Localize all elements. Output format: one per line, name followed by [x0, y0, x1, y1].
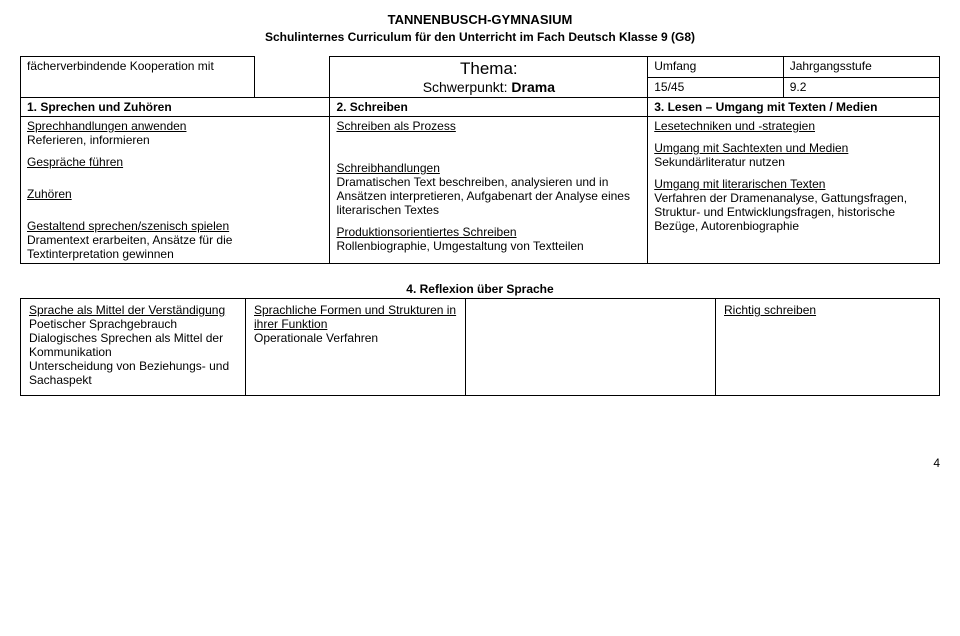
c3-g1-heading: Lesetechniken und -strategien: [654, 119, 933, 133]
document-header: TANNENBUSCH-GYMNASIUM Schulinternes Curr…: [20, 12, 940, 44]
c2-g1-heading: Schreiben als Prozess: [336, 119, 641, 133]
c3-g2-text: Sekundärliteratur nutzen: [654, 155, 933, 169]
cell-umfang-label: Umfang: [648, 57, 783, 78]
col-3-body: Lesetechniken und -strategien Umgang mit…: [648, 117, 940, 264]
reflexion-heading: 4. Reflexion über Sprache: [20, 282, 940, 296]
c1-g4-text: Dramentext erarbeiten, Ansätze für die T…: [27, 233, 323, 261]
c1-g1-text: Referieren, informieren: [27, 133, 323, 147]
section-2-title: 2. Schreiben: [336, 100, 407, 114]
c3-g3-text: Verfahren der Dramenanalyse, Gattungsfra…: [654, 191, 933, 233]
r-c1-c: Dialogisches Sprechen als Mittel der Kom…: [29, 331, 237, 359]
r-c1-heading: Sprache als Mittel der Verständigung: [29, 303, 237, 317]
c3-g2-heading: Umgang mit Sachtexten und Medien: [654, 141, 933, 155]
c1-g3-heading: Zuhören: [27, 187, 323, 201]
curriculum-table: fächerverbindende Kooperation mit Thema:…: [20, 56, 940, 264]
cell-section-2: 2. Schreiben: [330, 98, 648, 117]
c1-g4-heading: Gestaltend sprechen/szenisch spielen: [27, 219, 323, 233]
cell-jahrgang-label: Jahrgangsstufe: [783, 57, 939, 78]
schwerpunkt-value: Drama: [511, 79, 555, 95]
cell-section-3: 3. Lesen – Umgang mit Texten / Medien: [648, 98, 940, 117]
cell-umfang-value: 15/45: [648, 77, 783, 98]
section-1-title: 1. Sprechen und Zuhören: [27, 100, 172, 114]
school-name: TANNENBUSCH-GYMNASIUM: [20, 12, 940, 27]
refl-col-4: Richtig schreiben: [716, 299, 940, 396]
c3-g3-heading: Umgang mit literarischen Texten: [654, 177, 933, 191]
c2-g3-text: Rollenbiographie, Umgestaltung von Textt…: [336, 239, 641, 253]
refl-col-2: Sprachliche Formen und Strukturen in ihr…: [246, 299, 466, 396]
col-2-body: Schreiben als Prozess Schreibhandlungen …: [330, 117, 648, 264]
r-c4-heading: Richtig schreiben: [724, 303, 931, 317]
reflexion-table: Sprache als Mittel der Verständigung Poe…: [20, 298, 940, 396]
cell-gap: [255, 57, 330, 98]
section-3-title: 3. Lesen – Umgang mit Texten / Medien: [654, 100, 877, 114]
c2-g3-heading: Produktionsorientiertes Schreiben: [336, 225, 641, 239]
schwerpunkt: Schwerpunkt: Drama: [336, 79, 641, 95]
r-c2-heading: Sprachliche Formen und Strukturen in ihr…: [254, 303, 457, 331]
page-number: 4: [20, 456, 940, 470]
thema-label: Thema:: [336, 59, 641, 79]
r-c2-b: Operationale Verfahren: [254, 331, 457, 345]
refl-col-1: Sprache als Mittel der Verständigung Poe…: [21, 299, 246, 396]
c2-g2-text: Dramatischen Text beschreiben, analysier…: [336, 175, 641, 217]
c1-g2-heading: Gespräche führen: [27, 155, 323, 169]
r-c1-d: Unterscheidung von Beziehungs- und Sacha…: [29, 359, 237, 387]
cell-jahrgang-value: 9.2: [783, 77, 939, 98]
schwerpunkt-label: Schwerpunkt:: [423, 79, 512, 95]
cell-cooperation-label: fächerverbindende Kooperation mit: [21, 57, 255, 98]
col-1-body: Sprechhandlungen anwenden Referieren, in…: [21, 117, 330, 264]
c1-g1-heading: Sprechhandlungen anwenden: [27, 119, 323, 133]
r-c1-b: Poetischer Sprachgebrauch: [29, 317, 237, 331]
cell-thema: Thema: Schwerpunkt: Drama: [330, 57, 648, 98]
c2-g2-heading: Schreibhandlungen: [336, 161, 641, 175]
refl-col-3: [466, 299, 716, 396]
cell-section-1: 1. Sprechen und Zuhören: [21, 98, 330, 117]
doc-subtitle: Schulinternes Curriculum für den Unterri…: [20, 30, 940, 44]
